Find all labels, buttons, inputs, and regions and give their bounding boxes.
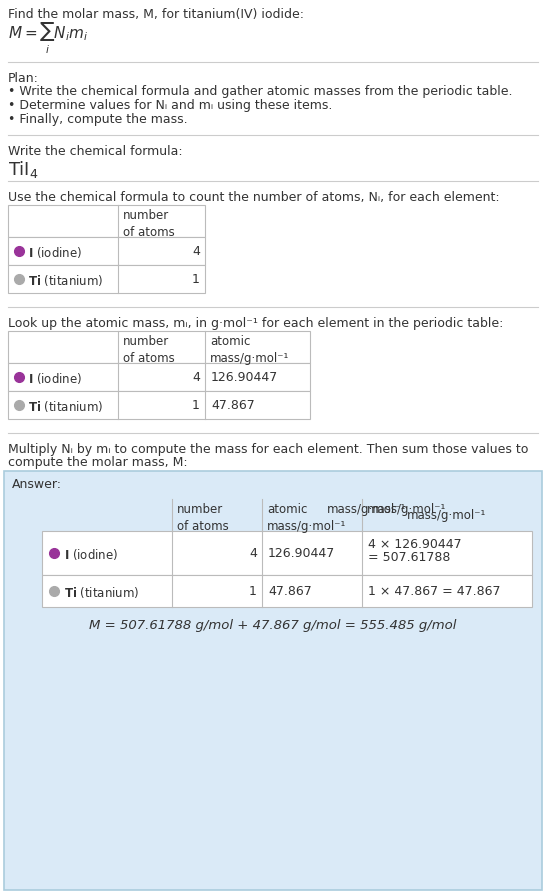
Text: $\mathbf{Ti}$ (titanium): $\mathbf{Ti}$ (titanium) — [64, 585, 139, 600]
Bar — [8, 265, 205, 293]
Text: Write the chemical formula:: Write the chemical formula: — [8, 145, 182, 158]
Bar — [8, 331, 310, 363]
Text: 1: 1 — [249, 585, 257, 598]
Bar — [8, 391, 310, 419]
Text: Look up the atomic mass, mᵢ, in g·mol⁻¹ for each element in the periodic table:: Look up the atomic mass, mᵢ, in g·mol⁻¹ … — [8, 317, 503, 330]
Text: Use the chemical formula to count the number of atoms, Nᵢ, for each element:: Use the chemical formula to count the nu… — [8, 191, 500, 204]
Text: 4: 4 — [249, 547, 257, 560]
Bar — [8, 205, 205, 237]
Bar — [42, 531, 532, 575]
Text: $\mathbf{I}$ (iodine): $\mathbf{I}$ (iodine) — [28, 371, 82, 386]
Text: Multiply Nᵢ by mᵢ to compute the mass for each element. Then sum those values to: Multiply Nᵢ by mᵢ to compute the mass fo… — [8, 443, 529, 456]
Bar — [8, 237, 205, 265]
Text: 47.867: 47.867 — [268, 585, 312, 598]
Text: TiI$_4$: TiI$_4$ — [8, 159, 39, 180]
Text: 47.867: 47.867 — [211, 399, 255, 412]
Text: 4: 4 — [192, 245, 200, 258]
Text: $\mathbf{I}$ (iodine): $\mathbf{I}$ (iodine) — [64, 547, 118, 562]
Text: compute the molar mass, M:: compute the molar mass, M: — [8, 456, 188, 469]
Text: 4: 4 — [192, 371, 200, 384]
Text: atomic
mass/g·mol⁻¹: atomic mass/g·mol⁻¹ — [267, 503, 346, 533]
Text: $\mathbf{I}$ (iodine): $\mathbf{I}$ (iodine) — [28, 245, 82, 260]
Text: mass/g·mol⁻¹: mass/g·mol⁻¹ — [327, 503, 407, 516]
Text: 126.90447: 126.90447 — [211, 371, 278, 384]
Text: • Write the chemical formula and gather atomic masses from the periodic table.: • Write the chemical formula and gather … — [8, 85, 513, 98]
Text: mass/g·mol⁻¹: mass/g·mol⁻¹ — [407, 509, 486, 522]
Text: mass/g·mol⁻¹: mass/g·mol⁻¹ — [367, 503, 447, 516]
Text: M = 507.61788 g/mol + 47.867 g/mol = 555.485 g/mol: M = 507.61788 g/mol + 47.867 g/mol = 555… — [90, 619, 456, 632]
Text: $M = \sum_i N_i m_i$: $M = \sum_i N_i m_i$ — [8, 22, 88, 56]
Text: Find the molar mass, M, for titanium(IV) iodide:: Find the molar mass, M, for titanium(IV)… — [8, 8, 304, 21]
Text: number
of atoms: number of atoms — [177, 503, 229, 533]
Bar — [8, 363, 310, 391]
Text: Answer:: Answer: — [12, 478, 62, 491]
Text: number
of atoms: number of atoms — [123, 209, 175, 239]
Text: $\mathbf{Ti}$ (titanium): $\mathbf{Ti}$ (titanium) — [28, 399, 103, 414]
Text: 126.90447: 126.90447 — [268, 547, 335, 560]
Text: • Determine values for Nᵢ and mᵢ using these items.: • Determine values for Nᵢ and mᵢ using t… — [8, 99, 333, 112]
Text: number
of atoms: number of atoms — [123, 335, 175, 365]
Text: atomic
mass/g·mol⁻¹: atomic mass/g·mol⁻¹ — [210, 335, 289, 365]
Text: Plan:: Plan: — [8, 72, 39, 85]
Text: 1: 1 — [192, 273, 200, 286]
Text: $\mathbf{Ti}$ (titanium): $\mathbf{Ti}$ (titanium) — [28, 273, 103, 288]
Bar — [42, 575, 532, 607]
Text: • Finally, compute the mass.: • Finally, compute the mass. — [8, 113, 188, 126]
Bar — [4, 471, 542, 890]
Text: 4 × 126.90447: 4 × 126.90447 — [368, 538, 461, 551]
Bar — [42, 499, 532, 531]
Text: 1 × 47.867 = 47.867: 1 × 47.867 = 47.867 — [368, 585, 501, 598]
Text: 1: 1 — [192, 399, 200, 412]
Text: = 507.61788: = 507.61788 — [368, 551, 450, 564]
